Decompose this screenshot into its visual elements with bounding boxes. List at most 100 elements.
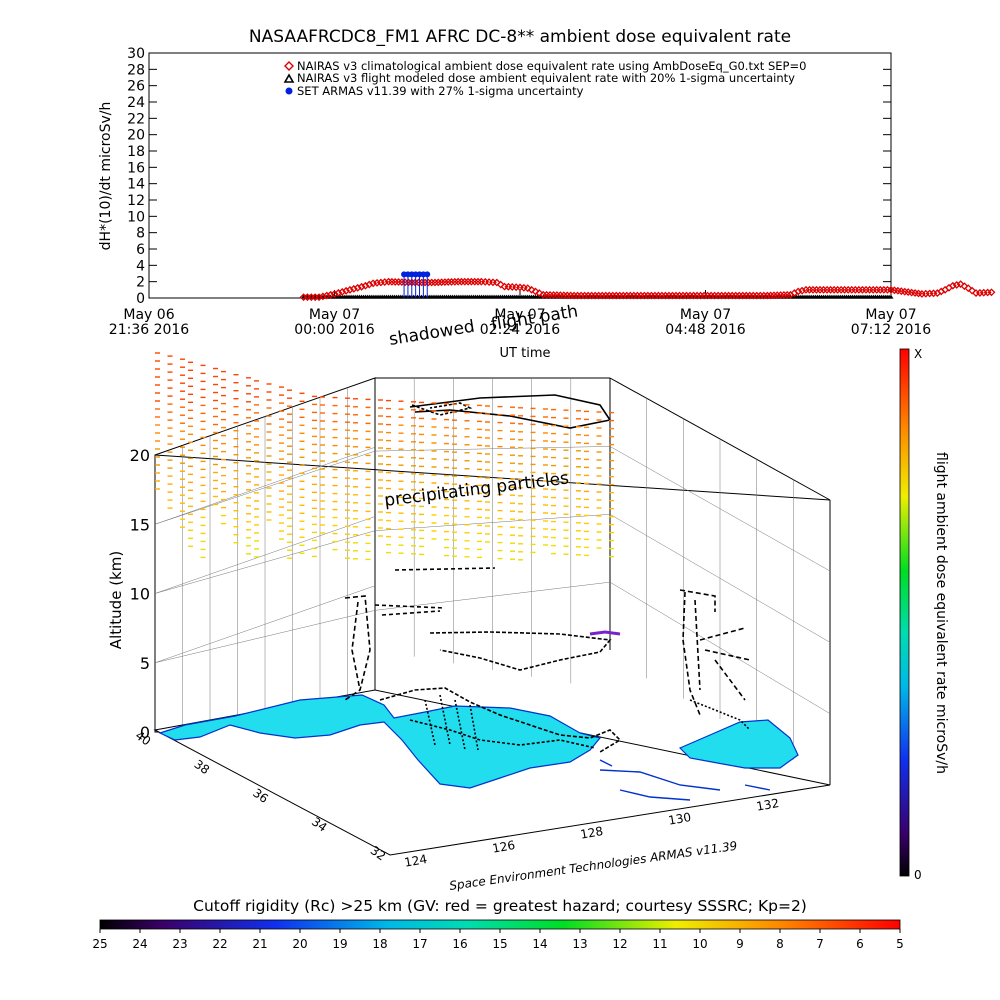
nairas-clim-point bbox=[346, 285, 354, 294]
nairas-clim-point bbox=[968, 286, 977, 295]
grid-line bbox=[609, 446, 831, 572]
y-tick-label: 14 bbox=[127, 177, 145, 193]
grid-line bbox=[154, 516, 376, 594]
y-tick-label: 12 bbox=[127, 193, 145, 209]
land-japan bbox=[678, 719, 799, 769]
x-tick-label-time: 21:36 2016 bbox=[109, 322, 190, 338]
rigidity-tick-label: 18 bbox=[372, 937, 387, 951]
nairas-clim-point bbox=[531, 287, 540, 296]
particle-field bbox=[155, 352, 614, 561]
z-tick-label: 10 bbox=[130, 585, 150, 604]
legend-marker-circle bbox=[285, 87, 293, 95]
x-tick-label-time: 07:12 2016 bbox=[851, 322, 932, 338]
x-tick-label-date: May 07 bbox=[680, 307, 731, 323]
colorbar-bottom-label: 0 bbox=[914, 868, 922, 882]
x-tick-label-date: May 07 bbox=[865, 307, 916, 323]
lat-tick-label: 38 bbox=[192, 757, 213, 777]
rigidity-tick-label: 6 bbox=[856, 937, 864, 951]
legend-marker-diamond bbox=[284, 61, 294, 71]
grid-line bbox=[609, 581, 831, 714]
series-layer bbox=[299, 271, 996, 302]
rigidity-title: Cutoff rigidity (Rc) >25 km (GV: red = g… bbox=[193, 897, 807, 915]
nairas-clim-point bbox=[492, 278, 501, 287]
lon-tick-label: 126 bbox=[491, 838, 516, 856]
rigidity-tick-label: 5 bbox=[896, 937, 904, 951]
annotation-precipitating: precipitating particles bbox=[383, 468, 570, 511]
x-tick-label-time: 02:24 2016 bbox=[480, 322, 561, 338]
lat-tick-label: 40 bbox=[133, 728, 154, 748]
nairas-clim-point bbox=[349, 284, 358, 293]
chart-title: NASAAFRCDC8_FM1 AFRC DC-8** ambient dose… bbox=[249, 27, 791, 47]
nairas-clim-point bbox=[357, 282, 366, 291]
nairas-model-point bbox=[888, 294, 894, 299]
nairas-clim-point bbox=[798, 286, 807, 295]
grid-line bbox=[154, 610, 376, 663]
x-axis-label: UT time bbox=[500, 346, 551, 361]
rigidity-ticks: 25 24 23 22 21 20 19 18 17 16 15 14 13 12 11 10 9 8 7 6 5 bbox=[92, 929, 904, 951]
rigidity-tick-label: 24 bbox=[132, 937, 147, 951]
y-tick-label: 2 bbox=[136, 275, 145, 291]
y-tick-label: 30 bbox=[127, 46, 145, 62]
rigidity-tick-label: 7 bbox=[816, 937, 824, 951]
y-tick-label: 4 bbox=[136, 258, 145, 274]
rigidity-tick-label: 20 bbox=[292, 937, 307, 951]
nairas-clim-point bbox=[948, 281, 957, 290]
lon-axis: 124 126 128 130 132 bbox=[403, 796, 780, 870]
grid-line bbox=[374, 581, 611, 611]
nairas-clim-point bbox=[794, 287, 803, 296]
islands bbox=[599, 759, 771, 801]
rigidity-tick-label: 10 bbox=[692, 937, 707, 951]
flight-track-purple bbox=[589, 630, 621, 636]
nairas-clim-point bbox=[342, 286, 351, 295]
y-tick-label: 0 bbox=[136, 291, 145, 307]
grid-lines bbox=[154, 378, 831, 760]
nairas-clim-point bbox=[318, 292, 327, 301]
nairas-clim-point bbox=[527, 285, 536, 294]
rigidity-tick-label: 12 bbox=[612, 937, 627, 951]
flight-3d-panel: shadowed flight path precipitating parti… bbox=[107, 301, 831, 893]
nairas-clim-point bbox=[334, 288, 343, 297]
rigidity-tick-label: 17 bbox=[412, 937, 427, 951]
z-axis-label: Altitude (km) bbox=[107, 551, 125, 649]
rigidity-tick-label: 23 bbox=[172, 937, 187, 951]
rigidity-tick-label: 13 bbox=[572, 937, 587, 951]
grid-line bbox=[374, 514, 611, 531]
nairas-clim-point bbox=[535, 289, 544, 298]
y-tick-label: 26 bbox=[127, 79, 145, 95]
x-tick-label-date: May 06 bbox=[123, 307, 174, 323]
y-tick-label: 24 bbox=[127, 95, 145, 111]
y-tick-label: 6 bbox=[136, 242, 145, 258]
nairas-clim-point bbox=[987, 288, 996, 297]
rigidity-tick-label: 19 bbox=[332, 937, 347, 951]
grid-line bbox=[154, 450, 376, 525]
legend: NAIRAS v3 climatological ambient dose eq… bbox=[283, 59, 806, 98]
grid-line bbox=[609, 514, 831, 643]
rigidity-tick-label: 22 bbox=[212, 937, 227, 951]
rigidity-tick-label: 14 bbox=[532, 937, 547, 951]
nairas-clim-point bbox=[523, 284, 532, 293]
nairas-clim-point bbox=[960, 282, 969, 291]
rigidity-tick-label: 16 bbox=[452, 937, 467, 951]
horizontal-colorbar bbox=[99, 919, 901, 930]
z-tick-label: 5 bbox=[140, 654, 150, 673]
grid-line bbox=[154, 585, 376, 663]
lon-tick-label: 128 bbox=[579, 824, 604, 842]
x-tick-label-date: May 07 bbox=[309, 307, 360, 323]
rigidity-tick-label: 25 bbox=[92, 937, 107, 951]
nairas-clim-point bbox=[326, 290, 335, 299]
y-tick-label: 22 bbox=[127, 111, 145, 127]
rigidity-tick-label: 8 bbox=[776, 937, 784, 951]
lon-tick-label: 124 bbox=[403, 852, 428, 870]
armas-point bbox=[424, 271, 431, 278]
z-tick-label: 0 bbox=[140, 723, 150, 742]
nairas-clim-point bbox=[330, 289, 339, 298]
grid-line bbox=[154, 530, 376, 594]
x-tick-label-time: 04:48 2016 bbox=[665, 322, 746, 338]
rigidity-tick-label: 15 bbox=[492, 937, 507, 951]
grid-line bbox=[154, 447, 376, 525]
z-axis: 0 5 10 15 20 bbox=[130, 446, 150, 742]
y-axis-label: dH*(10)/dt microSv/h bbox=[98, 102, 114, 251]
